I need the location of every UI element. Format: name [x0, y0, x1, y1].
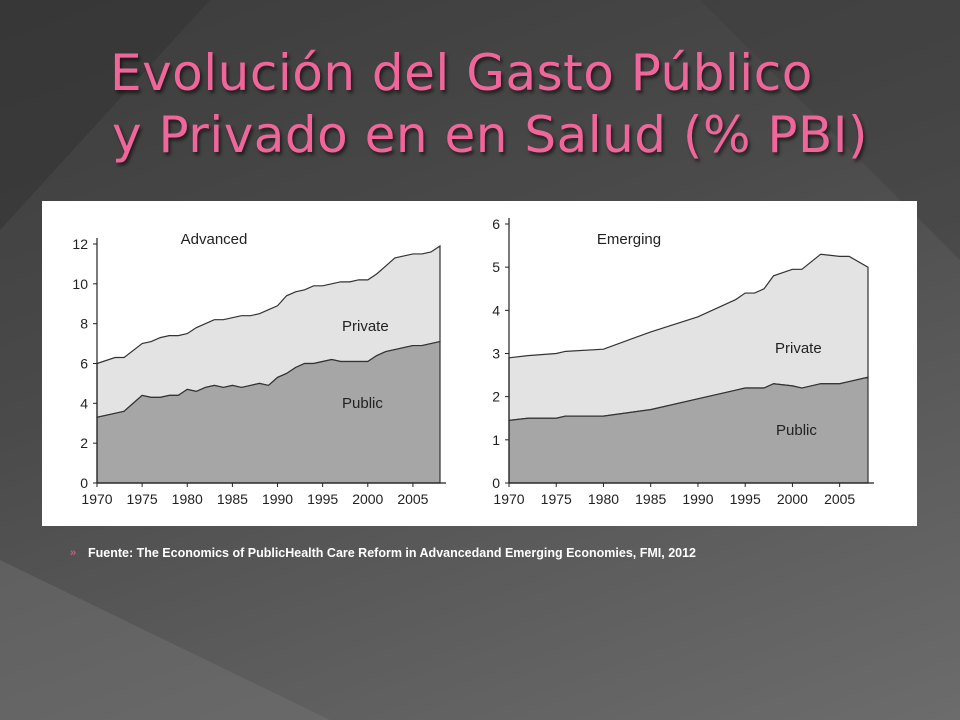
emerging-x-tick-label: 1975 — [541, 491, 572, 507]
emerging-x-tick-label: 1985 — [635, 491, 666, 507]
emerging-y-tick-label: 3 — [492, 346, 500, 362]
emerging-y-tick-label: 0 — [492, 475, 500, 491]
chart-panel: 0 2 4 6 8 10 12 1970 1975 1980 1985 1990 1995 2000 200… — [42, 201, 917, 526]
advanced-y-tick-label: 10 — [72, 276, 88, 292]
advanced-x-tick-label: 2000 — [352, 491, 383, 507]
chart-advanced: 0 2 4 6 8 10 12 1970 1975 1980 1985 1990 1995 2000 200… — [72, 231, 446, 507]
chart-emerging: 0 1 2 3 4 5 6 1970 1975 1980 1985 1990 1995 2000 2005 E… — [492, 216, 874, 507]
source-text: Fuente: The Economics of PublicHealth Ca… — [88, 546, 696, 560]
bullet-icon: » — [70, 547, 77, 559]
emerging-x-tick-label: 2000 — [777, 491, 808, 507]
advanced-x-tick-label: 1970 — [81, 491, 112, 507]
advanced-y-tick-label: 8 — [80, 316, 88, 332]
background-facet-bottom — [0, 560, 330, 720]
emerging-y-tick-label: 5 — [492, 259, 500, 275]
advanced-series-label-public: Public — [342, 395, 383, 412]
slide-title-line-2: y Privado en en Salud (% PBI) — [112, 106, 869, 164]
emerging-x-tick-label: 1970 — [493, 491, 524, 507]
emerging-y-tick-label: 1 — [492, 432, 500, 448]
advanced-y-tick-label: 4 — [80, 395, 88, 411]
advanced-y-tick-label: 2 — [80, 435, 88, 451]
advanced-x-tick-label: 1980 — [172, 491, 203, 507]
advanced-y-tick-label: 12 — [72, 236, 88, 252]
advanced-x-tick-label: 1985 — [217, 491, 248, 507]
emerging-series-label-public: Public — [776, 422, 817, 439]
slide-title-line-1: Evolución del Gasto Público — [110, 44, 813, 102]
emerging-y-tick-label: 2 — [492, 389, 500, 405]
advanced-x-tick-label: 1990 — [262, 491, 293, 507]
advanced-x-tick-label: 2005 — [397, 491, 428, 507]
emerging-x-tick-label: 1980 — [588, 491, 619, 507]
advanced-public-area — [96, 340, 441, 484]
advanced-x-tick-label: 1995 — [307, 491, 338, 507]
emerging-y-tick-label: 6 — [492, 216, 500, 232]
advanced-series-label-private: Private — [342, 318, 389, 335]
emerging-x-tick-label: 2005 — [824, 491, 855, 507]
emerging-series-label-private: Private — [775, 340, 822, 357]
emerging-public-area — [508, 376, 869, 484]
advanced-y-tick-label: 6 — [80, 356, 88, 372]
advanced-chart-title: Advanced — [181, 231, 248, 248]
emerging-x-tick-label: 1990 — [682, 491, 713, 507]
source-note: » Fuente: The Economics of PublicHealth … — [70, 546, 948, 560]
emerging-chart-title: Emerging — [597, 231, 661, 248]
emerging-x-tick-label: 1995 — [730, 491, 761, 507]
advanced-y-tick-label: 0 — [80, 475, 88, 491]
background-facet-right — [700, 0, 960, 260]
slide-title: Evolución del Gasto Público y Privado en… — [110, 42, 930, 166]
advanced-x-tick-label: 1975 — [127, 491, 158, 507]
background-facet-left — [0, 0, 210, 230]
emerging-y-tick-label: 4 — [492, 302, 500, 318]
